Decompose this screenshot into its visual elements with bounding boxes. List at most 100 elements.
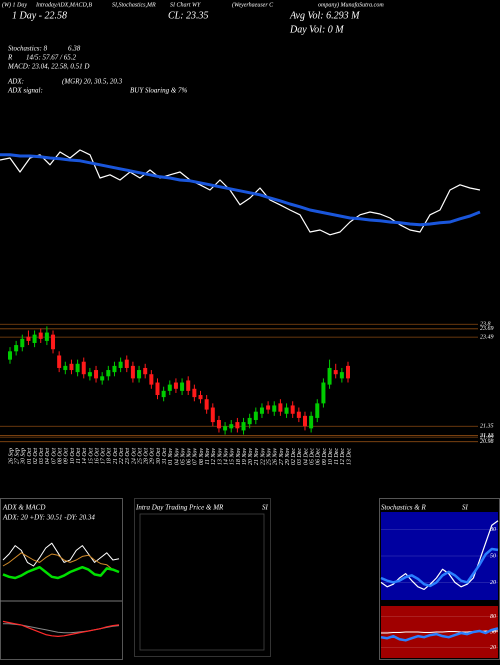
candle-body: [130, 365, 135, 379]
y-tick-label: 21.13: [480, 433, 494, 439]
x-tick-label: 07 Nov: [193, 448, 199, 466]
y-tick-label: 21.35: [480, 424, 494, 430]
x-tick-label: 02 Oct: [33, 448, 39, 464]
panel-subtitle: SI: [462, 504, 469, 512]
candle-body: [278, 403, 283, 412]
y-tick-label: 80: [490, 527, 496, 533]
y-tick-label: 23.69: [480, 326, 494, 332]
x-tick-label: 10 Oct: [70, 448, 76, 464]
candle-body: [87, 372, 92, 377]
x-tick-label: 13 Nov: [217, 448, 223, 466]
x-tick-label: 25 Nov: [266, 448, 272, 466]
candle-body: [309, 415, 314, 429]
stat-value: (MGR) 20, 30.5, 20.3: [62, 78, 123, 86]
x-tick-label: 25 Oct: [137, 448, 143, 464]
x-tick-label: 11 Oct: [76, 448, 82, 464]
x-tick-label: 28 Oct: [144, 448, 150, 464]
x-tick-label: 07 Oct: [51, 448, 57, 464]
panel-subtitle: SI: [262, 504, 269, 512]
x-tick-label: 18 Oct: [107, 448, 113, 464]
x-tick-label: 11 Dec: [334, 448, 340, 465]
x-tick-label: 06 Nov: [187, 448, 193, 466]
x-tick-label: 09 Oct: [64, 448, 70, 464]
series-line: [0, 153, 481, 227]
series-line: [0, 149, 481, 236]
x-tick-label: 10 Dec: [328, 448, 334, 465]
candle-body: [302, 415, 307, 427]
x-tick-label: 22 Nov: [260, 448, 266, 466]
x-tick-label: 13 Dec: [346, 448, 352, 465]
y-tick-label: 23.49: [480, 334, 494, 341]
stat-label: ADX:: [7, 78, 24, 86]
candle-body: [69, 363, 74, 371]
x-tick-label: 20 Nov: [248, 448, 254, 466]
candle-body: [112, 365, 117, 373]
y-tick-label: 21.09: [480, 434, 494, 440]
y-tick-label: 20.98: [480, 439, 494, 445]
candle-body: [32, 334, 37, 343]
x-tick-label: 04 Nov: [173, 448, 180, 466]
header-text: (W) 1 Day: [2, 1, 27, 8]
candle-body: [106, 370, 111, 377]
candle-body: [51, 334, 56, 350]
y-tick-label: 50: [490, 629, 496, 635]
x-tick-label: 23 Oct: [125, 448, 131, 464]
x-tick-label: 09 Dec: [322, 448, 328, 465]
x-tick-label: 03 Dec: [297, 448, 303, 465]
candle-body: [333, 370, 338, 375]
candle-body: [223, 426, 228, 431]
panel-subtitle: ADX: 20 +DY: 30.51 -DY: 20.34: [2, 514, 95, 522]
x-tick-label: 06 Dec: [316, 448, 322, 465]
x-tick-label: 15 Oct: [88, 448, 94, 464]
x-tick-label: 14 Nov: [222, 448, 229, 466]
x-tick-label: 31 Oct: [162, 448, 168, 465]
candle-body: [216, 420, 221, 429]
x-tick-label: 08 Nov: [199, 448, 205, 466]
candle-body: [118, 361, 123, 368]
header-text: SI Chart WY: [170, 2, 201, 8]
x-tick-label: 05 Dec: [310, 448, 316, 465]
series-line: [380, 520, 499, 591]
x-tick-label: 27 Sep: [15, 448, 21, 464]
candle-body: [339, 372, 344, 379]
panel-background: [381, 512, 498, 600]
candle-body: [241, 422, 246, 431]
candle-body: [290, 405, 295, 414]
y-tick-label: 23.8: [480, 322, 491, 328]
day-range: 1 Day - 22.58: [12, 10, 67, 21]
candle-body: [229, 424, 234, 429]
stat-value: 14/5: 57.67 / 65.2: [26, 54, 76, 62]
y-tick-label: 80: [490, 614, 496, 620]
candle-body: [204, 399, 209, 410]
x-tick-label: 29 Oct: [150, 448, 156, 464]
candle-body: [180, 382, 185, 391]
stat-label: R: [7, 54, 13, 62]
candle-body: [100, 376, 105, 381]
x-tick-label: 19 Nov: [242, 448, 248, 466]
candle-body: [14, 345, 19, 352]
candle-body: [167, 384, 172, 391]
header-text: IntradayADX,MACD,B: [35, 2, 92, 8]
stat-label: Stochastics: 8: [8, 45, 48, 53]
series-line: [380, 547, 499, 588]
candle-body: [26, 336, 31, 341]
x-tick-label: 05 Nov: [180, 448, 186, 466]
candle-body: [38, 332, 43, 339]
candle-body: [266, 405, 271, 410]
header-text: SI,Stochastics,MR: [112, 2, 156, 8]
x-tick-label: 03 Oct: [39, 448, 45, 464]
series-line: [2, 552, 120, 573]
candle-body: [284, 407, 289, 414]
close: CL: 23.35: [168, 10, 209, 21]
y-tick-label: 20: [490, 645, 496, 651]
x-tick-label: 01 Oct: [27, 448, 33, 464]
x-tick-label: 17 Oct: [101, 448, 107, 464]
candle-body: [137, 370, 142, 379]
series-line: [2, 620, 120, 637]
candle-body: [272, 405, 277, 412]
x-tick-label: 21 Nov: [254, 448, 260, 466]
candle-body: [155, 382, 160, 396]
candle-body: [81, 361, 86, 375]
